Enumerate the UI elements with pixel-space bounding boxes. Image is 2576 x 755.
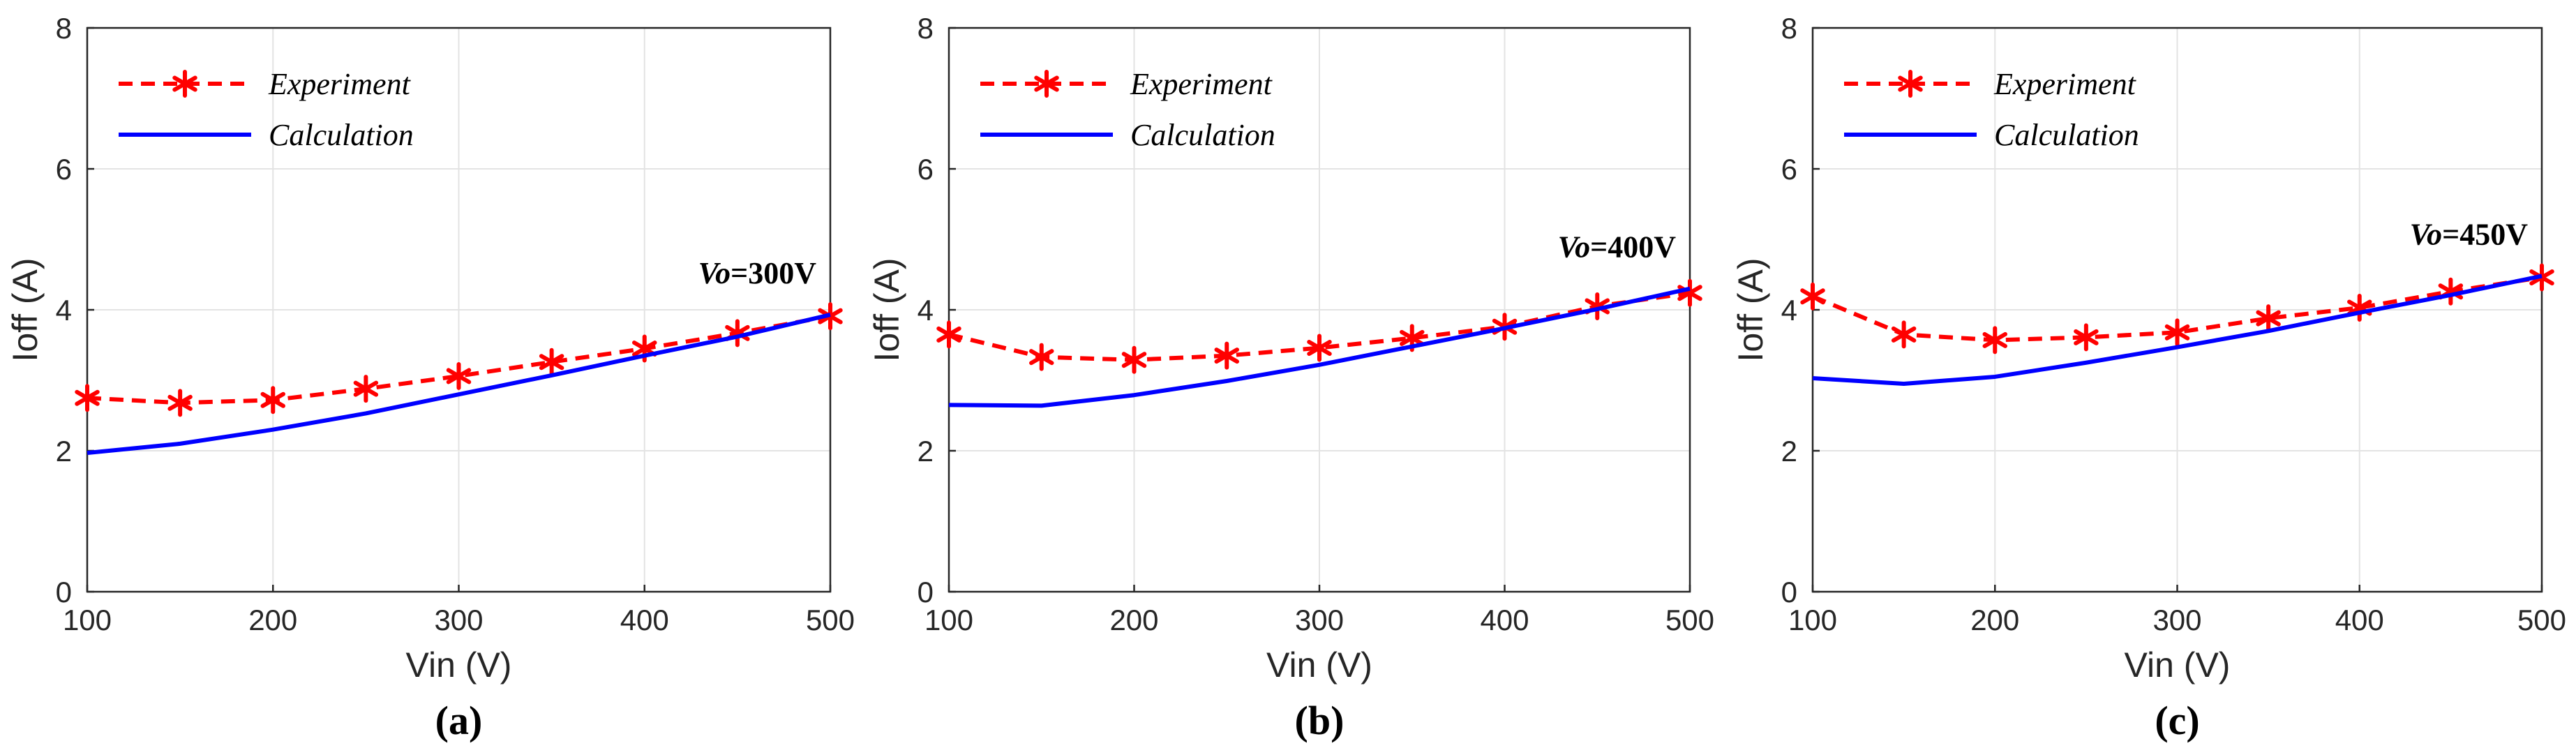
y-tick-label: 2: [1781, 435, 1797, 468]
vo-annotation: Vo=300V: [698, 256, 817, 290]
x-tick-label: 500: [1665, 604, 1714, 636]
legend-label: Calculation: [1994, 118, 2139, 152]
data-point: [75, 384, 100, 412]
panel-label: (b): [1295, 698, 1345, 743]
x-tick-label: 500: [2517, 604, 2566, 636]
y-tick-label: 4: [56, 294, 72, 327]
y-axis-label: Ioff (A): [6, 257, 45, 361]
vo-value: =450V: [2442, 218, 2528, 252]
vo-value: =300V: [731, 256, 816, 290]
panel-label: (c): [2155, 698, 2199, 743]
data-point: [260, 386, 285, 414]
data-point: [1982, 326, 2007, 354]
vo-value: =400V: [1590, 230, 1676, 264]
legend-marker: [1898, 70, 1923, 98]
y-tick-label: 2: [918, 435, 934, 468]
data-point: [936, 320, 961, 349]
vo-symbol: Vo: [1558, 230, 1590, 264]
data-point: [1800, 282, 1825, 311]
x-tick-label: 300: [434, 604, 483, 636]
y-axis-label: Ioff (A): [1731, 257, 1770, 361]
x-tick-label: 100: [63, 604, 112, 636]
data-point: [1891, 320, 1917, 349]
vo-symbol: Vo: [698, 256, 731, 290]
vo-annotation: Vo=400V: [1558, 230, 1677, 264]
chart-panel-1: 100 200 300 400 500 0 2 4 6 8 Vin (V) Ioff (A) Exper…: [867, 12, 1714, 743]
y-tick-label: 0: [56, 576, 72, 608]
legend-label: Experiment: [1993, 67, 2137, 101]
series-line-calculation: [948, 286, 1691, 408]
data-point: [2164, 318, 2190, 347]
y-tick-label: 0: [918, 576, 934, 608]
y-tick-label: 4: [918, 294, 934, 327]
x-tick-label: 200: [1109, 604, 1158, 636]
y-tick-label: 6: [1781, 153, 1797, 186]
series-line-experiment: [87, 314, 831, 405]
x-axis-label: Vin (V): [1266, 645, 1372, 685]
vo-symbol: Vo: [2410, 218, 2442, 252]
vo-annotation: Vo=450V: [2410, 218, 2529, 252]
y-tick-label: 2: [56, 435, 72, 468]
legend-label: Calculation: [269, 118, 414, 152]
x-tick-label: 100: [924, 604, 973, 636]
x-tick-label: 100: [1788, 604, 1837, 636]
series-line-calculation: [87, 313, 831, 456]
y-tick-label: 8: [918, 12, 934, 45]
legend-marker: [172, 70, 197, 98]
chart-panel-2: 100 200 300 400 500 0 2 4 6 8 Vin (V) Ioff (A) Exper…: [1731, 12, 2566, 743]
x-tick-label: 300: [1295, 604, 1344, 636]
series-line-calculation: [1812, 274, 2543, 387]
data-point: [2256, 304, 2281, 333]
legend-label: Experiment: [1130, 67, 1273, 101]
x-tick-label: 400: [620, 604, 669, 636]
x-tick-label: 400: [2335, 604, 2384, 636]
y-tick-label: 6: [56, 153, 72, 186]
x-axis-label: Vin (V): [2125, 645, 2231, 685]
panel-label: (a): [435, 698, 483, 743]
data-point: [446, 361, 472, 390]
y-tick-label: 8: [56, 12, 72, 45]
y-axis-label: Ioff (A): [867, 257, 906, 361]
y-tick-label: 6: [918, 153, 934, 186]
y-tick-label: 8: [1781, 12, 1797, 45]
data-point: [539, 347, 564, 376]
data-point: [1029, 343, 1054, 371]
data-point: [353, 375, 379, 403]
x-tick-label: 200: [248, 604, 297, 636]
data-point: [1307, 334, 1332, 362]
data-point: [1214, 341, 1239, 370]
x-tick-label: 300: [2152, 604, 2201, 636]
y-tick-label: 4: [1781, 294, 1797, 327]
x-tick-label: 200: [1970, 604, 2019, 636]
data-point: [167, 389, 193, 417]
data-point: [2074, 323, 2099, 352]
legend-label: Calculation: [1130, 118, 1275, 152]
x-axis-label: Vin (V): [406, 645, 512, 685]
legend-marker: [1034, 70, 1059, 98]
x-tick-label: 500: [806, 604, 855, 636]
x-tick-label: 400: [1480, 604, 1529, 636]
chart-panel-0: 100 200 300 400 500 0 2 4 6 8 Vin (V) Ioff (A) Exper…: [6, 12, 855, 743]
data-point: [1121, 345, 1147, 374]
y-tick-label: 0: [1781, 576, 1797, 608]
legend-label: Experiment: [268, 67, 412, 101]
